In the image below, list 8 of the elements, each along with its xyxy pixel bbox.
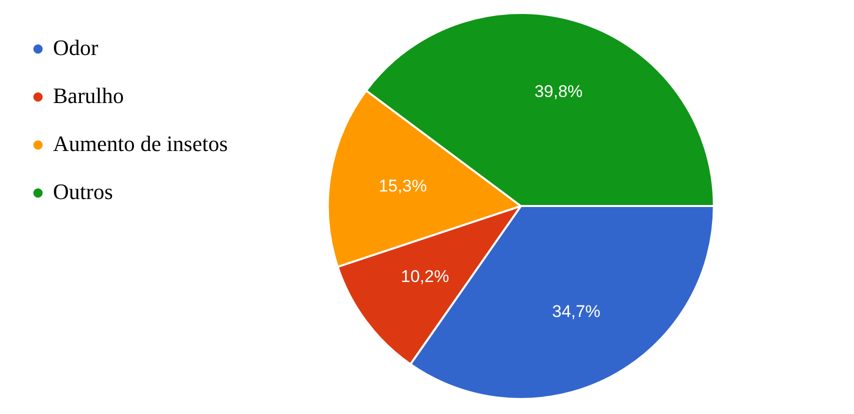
data-label: 39,8% [534,82,583,102]
legend-label: Aumento de insetos [53,130,228,156]
legend-label: Outros [53,178,113,204]
data-label: 15,3% [378,176,427,196]
legend-label: Barulho [53,82,124,108]
data-label: 10,2% [400,267,450,286]
legend-label: Odor [53,34,99,60]
data-label: 34,7% [552,302,600,321]
